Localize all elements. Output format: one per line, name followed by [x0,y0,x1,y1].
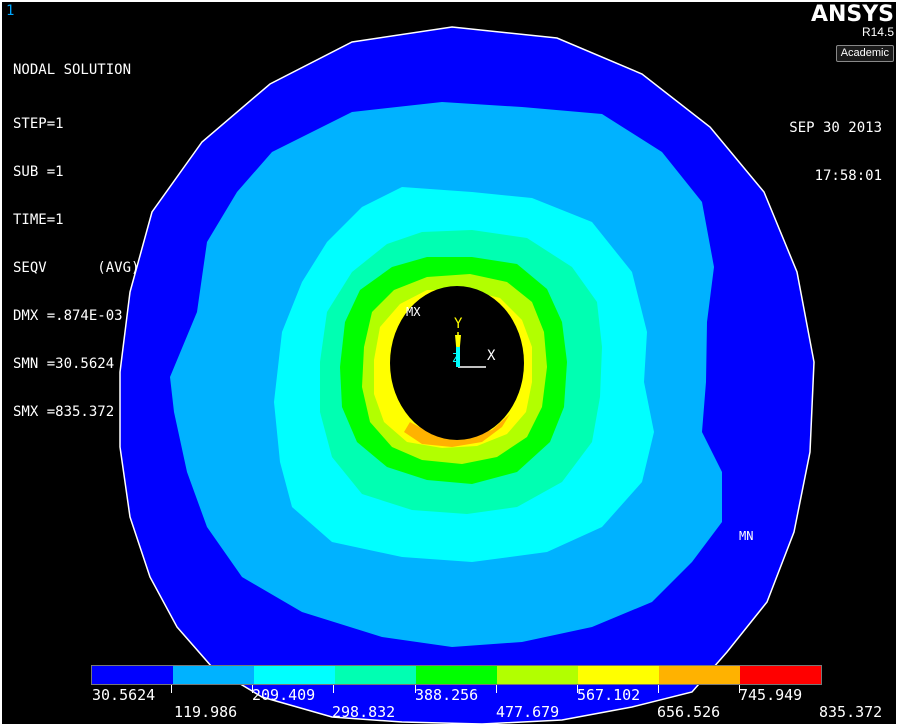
legend-colorbar [91,665,822,685]
legend-swatch [335,666,416,684]
info-dmx: DMX =.874E-03 [13,308,123,324]
legend-swatch [416,666,497,684]
legend-swatch [578,666,659,684]
logo-brand: ANSYS [810,2,894,27]
legend-swatch [740,666,821,684]
legend-label-2: 119.986 [174,703,238,721]
legend-tick [171,685,172,693]
date-text: SEP 30 2013 [789,120,882,136]
window-number: 1 [6,3,15,19]
y-axis-label: Y [454,316,463,332]
z-axis-marker [456,347,460,367]
info-time: TIME=1 [13,212,64,228]
edition-badge: Academic [835,45,894,62]
legend-label-1: 30.5624 [92,686,156,704]
legend-label-7: 567.102 [577,686,641,704]
info-seqv: SEQV (AVG) [13,260,140,276]
legend-label-6: 477.679 [496,703,560,721]
legend-swatch [659,666,740,684]
logo-revision: R14.5 [861,25,894,39]
min-marker: MN [739,529,753,543]
info-step: STEP=1 [13,116,64,132]
contour-band-orange [404,414,510,447]
legend-label-3: 209.409 [252,686,316,704]
ansys-logo: ANSYS R14.5 Academic [811,4,894,62]
legend-tick [415,685,416,693]
x-axis-label: X [487,348,496,364]
max-marker: MX [406,305,421,319]
info-sub: SUB =1 [13,164,64,180]
legend-tick [333,685,334,693]
legend-swatch [254,666,335,684]
legend-tick [658,685,659,693]
contour-legend [91,665,822,687]
solution-title: NODAL SOLUTION [13,62,132,78]
legend-label-4: 298.832 [332,703,396,721]
legend-tick [577,685,578,693]
legend-label-10: 835.372 [819,703,883,721]
legend-tick [252,685,253,693]
outer-boundary [119,26,815,724]
legend-tick [496,685,497,693]
info-smx: SMX =835.372 [13,404,115,420]
legend-tick [739,685,740,693]
legend-label-5: 388.256 [415,686,479,704]
legend-label-8: 656.526 [657,703,721,721]
timestamp: SEP 30 2013 17:58:01 [789,88,882,216]
z-axis-label: Z [452,351,459,365]
time-text: 17:58:01 [814,168,882,184]
legend-swatch [173,666,254,684]
legend-swatch [92,666,173,684]
solution-info: NODAL SOLUTION STEP=1 SUB =1 TIME=1 SEQV… [13,30,139,452]
info-smn: SMN =30.5624 [13,356,115,372]
legend-swatch [497,666,578,684]
legend-label-9: 745.949 [739,686,803,704]
